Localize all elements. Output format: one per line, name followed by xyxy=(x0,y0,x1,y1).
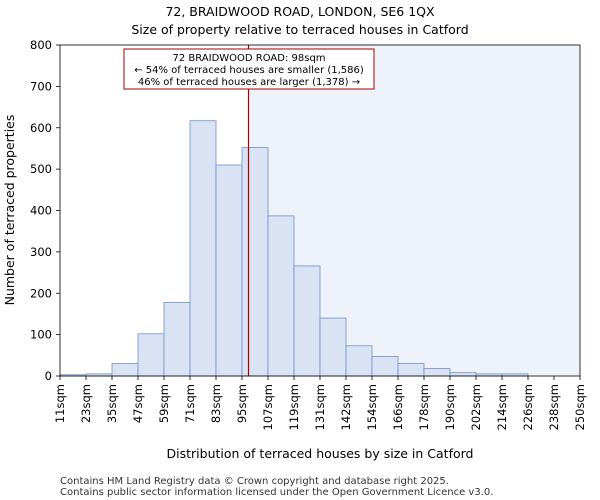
bar xyxy=(163,301,191,377)
x-tick-label: 95sqm xyxy=(235,384,249,423)
bar xyxy=(345,345,373,377)
x-tick-label: 226sqm xyxy=(521,384,535,430)
bar xyxy=(397,363,425,377)
y-tick-label: 800 xyxy=(30,38,52,52)
annotation-box xyxy=(123,48,375,90)
plot-frame xyxy=(59,44,581,377)
annotation-line-1: 72 BRAIDWOOD ROAD: 98sqm xyxy=(172,53,325,64)
x-tick-label: 23sqm xyxy=(79,384,93,423)
x-tick-label: 238sqm xyxy=(547,384,561,430)
x-tick-label: 107sqm xyxy=(261,384,275,430)
bar xyxy=(319,317,347,377)
x-tick-label: 119sqm xyxy=(287,384,301,430)
bars xyxy=(59,120,529,377)
x-tick-label: 59sqm xyxy=(157,384,171,423)
bar xyxy=(189,120,217,377)
bar xyxy=(215,164,243,377)
x-tick-label: 214sqm xyxy=(495,384,509,430)
bar xyxy=(449,372,477,377)
footer-line-2: Contains public sector information licen… xyxy=(60,487,493,498)
x-tick-label: 83sqm xyxy=(209,384,223,423)
y-tick-label: 500 xyxy=(30,162,52,176)
chart-subtitle: Size of property relative to terraced ho… xyxy=(131,22,468,37)
bar xyxy=(371,356,399,377)
bar xyxy=(293,265,321,377)
annotation-line-3: 46% of terraced houses are larger (1,378… xyxy=(138,77,360,88)
x-tick-label: 11sqm xyxy=(53,384,67,423)
y-axis-label: Number of terraced properties xyxy=(2,115,17,306)
y-tick-label: 300 xyxy=(30,245,52,259)
bar xyxy=(137,333,165,377)
x-tick-label: 154sqm xyxy=(365,384,379,430)
x-tick-label: 166sqm xyxy=(391,384,405,430)
x-axis-label: Distribution of terraced houses by size … xyxy=(167,446,474,461)
y-tick-label: 100 xyxy=(30,328,52,342)
x-tick-label: 35sqm xyxy=(105,384,119,423)
x-tick-label: 178sqm xyxy=(417,384,431,430)
x-tick-label: 47sqm xyxy=(131,384,145,423)
y-tick-label: 0 xyxy=(45,369,52,383)
bar xyxy=(267,215,295,377)
x-tick-label: 190sqm xyxy=(443,384,457,430)
x-tick-label: 202sqm xyxy=(469,384,483,430)
annotation-line-2: ← 54% of terraced houses are smaller (1,… xyxy=(134,65,364,76)
y-tick-label: 700 xyxy=(30,79,52,93)
x-tick-label: 142sqm xyxy=(339,384,353,430)
bar xyxy=(111,363,139,377)
y-tick-label: 600 xyxy=(30,121,52,135)
chart-title: 72, BRAIDWOOD ROAD, LONDON, SE6 1QX xyxy=(165,4,435,19)
y-axis-ticks: 0 100 200 300 400 500 600 700 800 xyxy=(30,38,60,383)
bar xyxy=(241,147,269,377)
y-tick-label: 200 xyxy=(30,286,52,300)
x-axis-ticks: 11sqm 23sqm 35sqm 47sqm 59sqm 71sqm 83sqm 95sqm… xyxy=(53,376,587,430)
x-tick-label: 71sqm xyxy=(183,384,197,423)
x-tick-label: 131sqm xyxy=(313,384,327,430)
x-tick-label: 250sqm xyxy=(573,384,587,430)
footer-line-1: Contains HM Land Registry data © Crown c… xyxy=(60,476,449,487)
bar xyxy=(423,368,451,377)
y-tick-label: 400 xyxy=(30,204,52,218)
